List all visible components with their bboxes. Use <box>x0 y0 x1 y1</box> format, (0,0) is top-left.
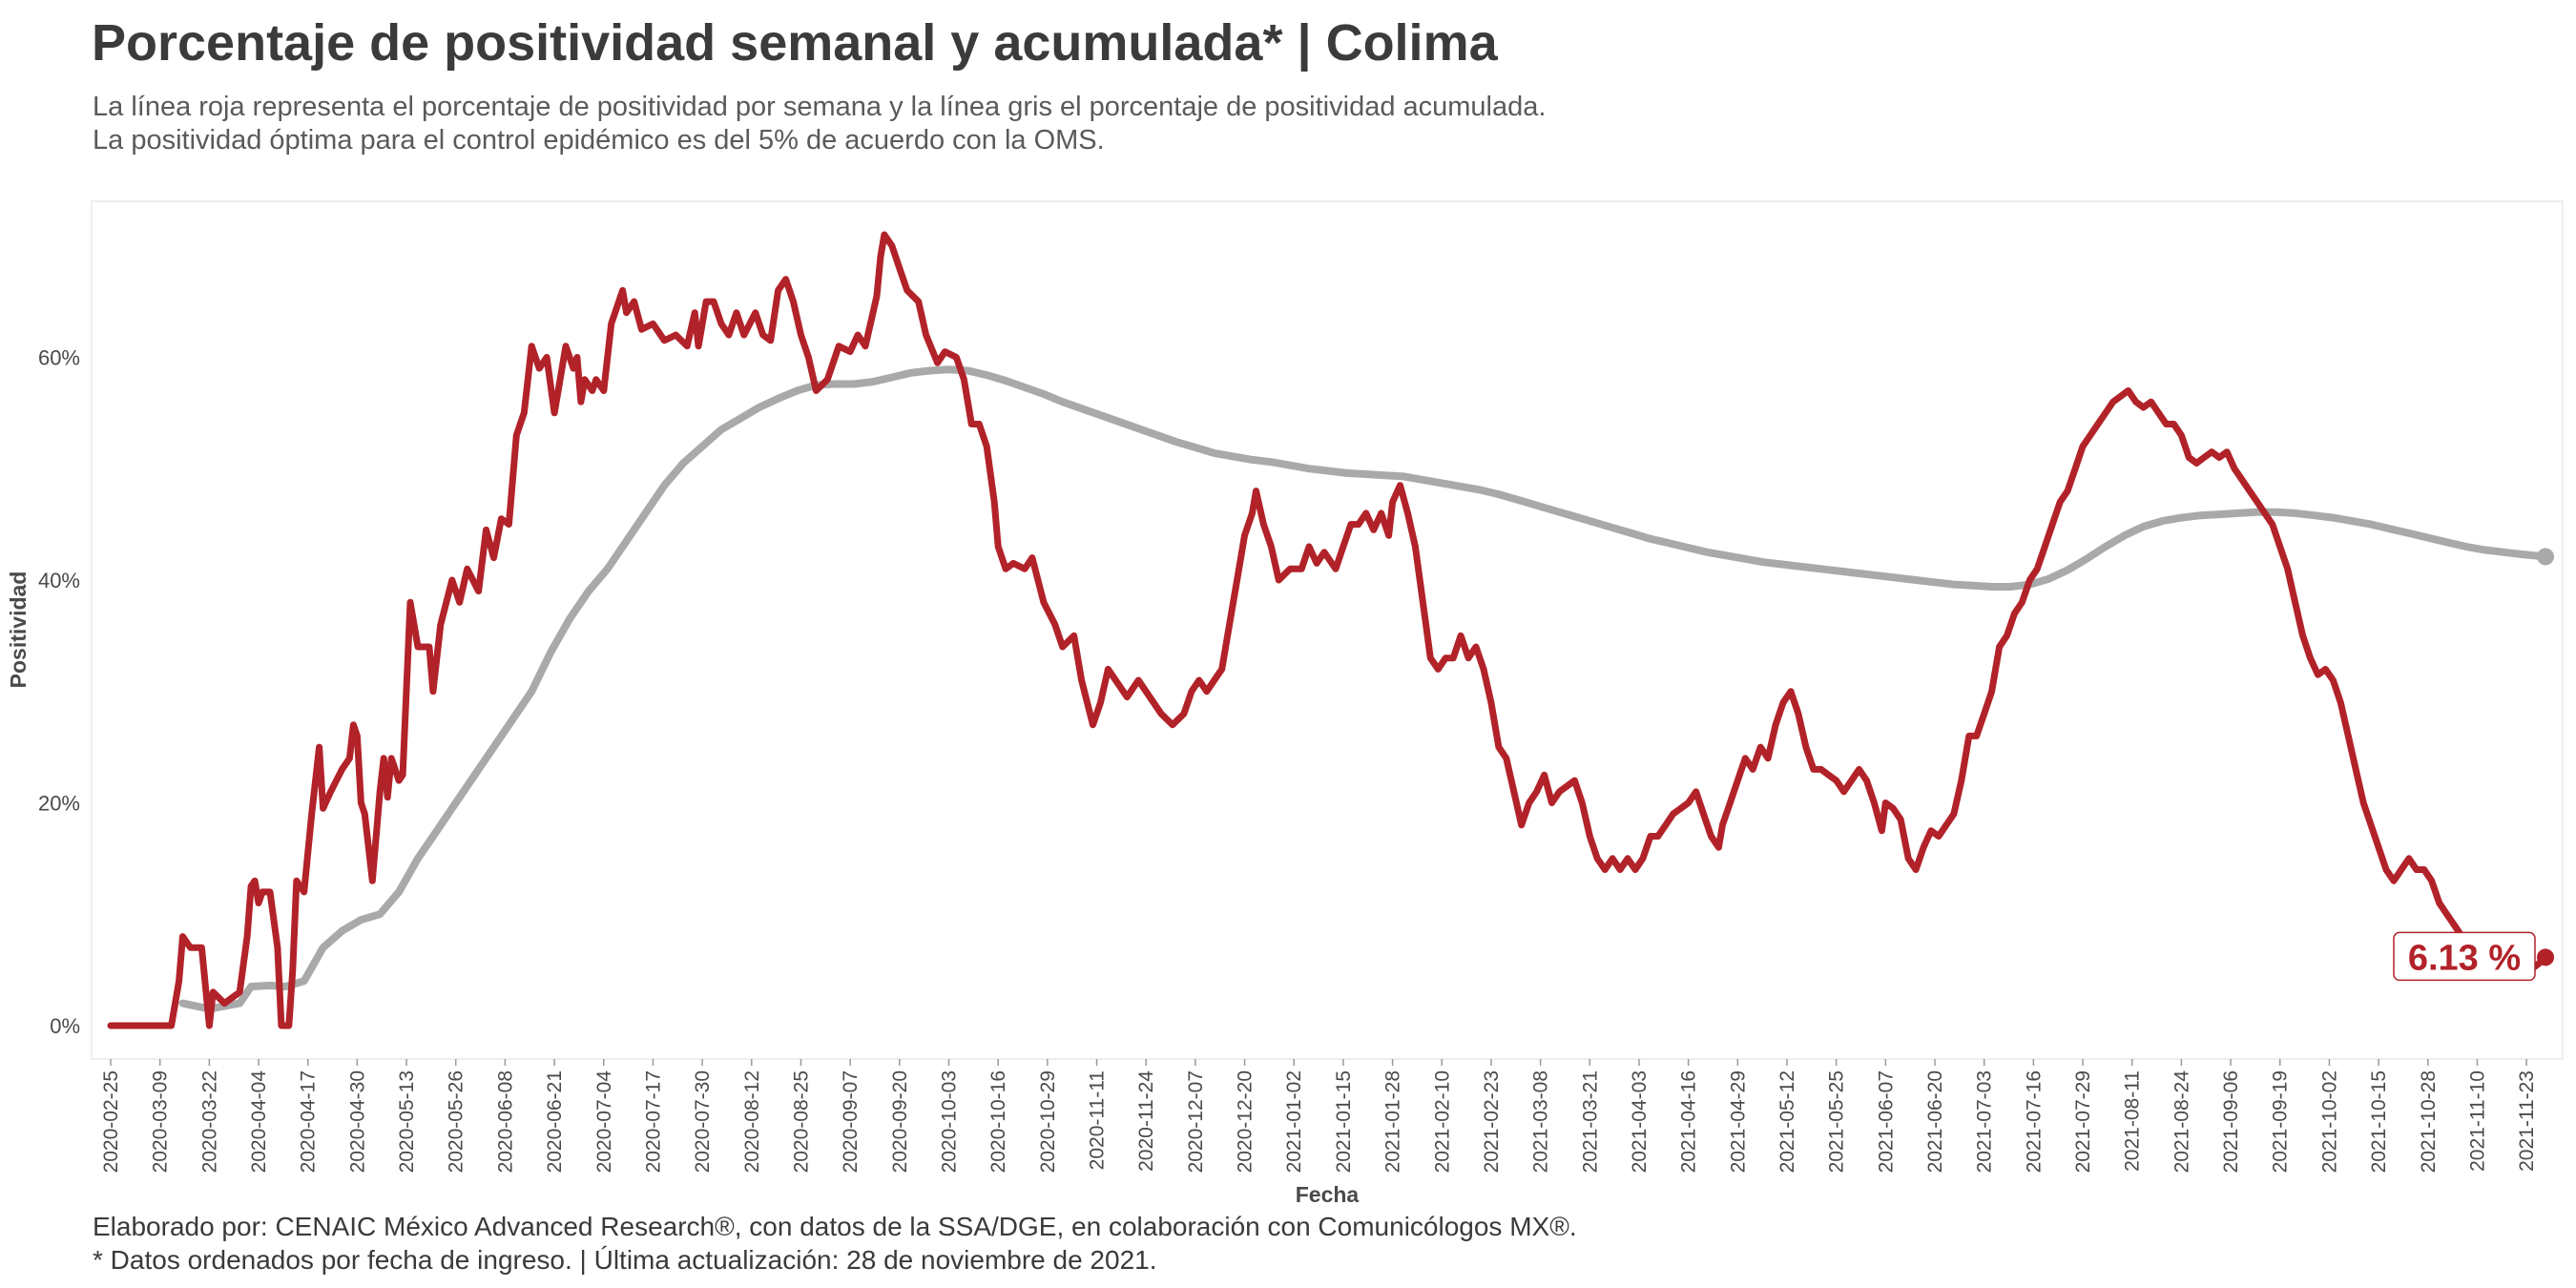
x-tick-label: 2020-10-29 <box>1037 1070 1059 1173</box>
weekly-positivity-line <box>107 231 2549 1029</box>
y-tick-label: 20% <box>38 791 80 815</box>
y-tick-label: 40% <box>38 569 80 592</box>
x-tick-label: 2020-08-25 <box>790 1070 812 1173</box>
x-tick-label: 2021-01-28 <box>1382 1070 1404 1173</box>
x-tick-label: 2021-01-15 <box>1333 1070 1355 1173</box>
cumulative-last-point <box>2537 548 2554 566</box>
x-tick-label: 2021-11-23 <box>2516 1070 2538 1172</box>
x-tick-label: 2020-06-08 <box>494 1070 516 1173</box>
x-tick-label: 2020-11-11 <box>1087 1070 1109 1170</box>
last-value-label: 6.13 % <box>2408 938 2521 978</box>
x-tick-label: 2021-04-03 <box>1629 1070 1651 1173</box>
x-tick-label: 2020-10-03 <box>938 1070 960 1173</box>
x-tick-label: 2020-12-20 <box>1235 1070 1257 1173</box>
x-tick-label: 2020-07-17 <box>642 1070 664 1173</box>
x-tick-label: 2021-03-08 <box>1530 1070 1552 1173</box>
x-tick-label: 2021-09-19 <box>2270 1070 2292 1173</box>
x-tick-label: 2021-06-20 <box>1924 1070 1946 1173</box>
y-tick-label: 60% <box>38 345 80 369</box>
x-tick-label: 2020-07-04 <box>593 1070 615 1174</box>
y-axis-ticks: 0% 20% 40% 60% <box>38 345 80 1038</box>
weekly-last-point <box>2537 948 2554 966</box>
x-tick-label: 2021-01-02 <box>1283 1070 1305 1173</box>
x-tick-label: 2020-03-22 <box>198 1070 220 1173</box>
x-tick-label: 2020-10-16 <box>987 1070 1009 1173</box>
source-caption: Elaborado por: CENAIC México Advanced Re… <box>93 1212 1577 1241</box>
x-tick-label: 2020-04-04 <box>248 1070 270 1174</box>
x-tick-label: 2021-07-29 <box>2072 1070 2094 1173</box>
update-caption: * Datos ordenados por fecha de ingreso. … <box>93 1245 1157 1275</box>
x-tick-label: 2021-03-21 <box>1579 1070 1601 1173</box>
x-tick-label: 2021-06-07 <box>1875 1070 1897 1173</box>
chart-subtitle-line-1: La línea roja representa el porcentaje d… <box>93 92 1547 122</box>
x-tick-label: 2021-10-15 <box>2368 1070 2390 1173</box>
x-tick-label: 2020-04-17 <box>298 1070 320 1173</box>
x-tick-label: 2020-06-21 <box>544 1070 566 1173</box>
x-axis-ticks: 2020-02-25 2020-03-09 2020-03-22 2020-04-04… <box>100 1059 2538 1173</box>
x-tick-label: 2021-10-02 <box>2318 1070 2340 1173</box>
x-tick-label: 2020-09-20 <box>889 1070 911 1173</box>
chart-subtitle-line-2: La positividad óptima para el control ep… <box>93 125 1105 156</box>
y-axis-title: Positividad <box>6 571 31 689</box>
x-tick-label: 2021-02-23 <box>1481 1070 1503 1173</box>
series-layer <box>107 231 2549 1029</box>
plot-panel <box>91 200 2564 1060</box>
cumulative-positivity-line <box>178 365 2549 1013</box>
x-tick-label: 2021-07-16 <box>2023 1070 2045 1173</box>
x-tick-label: 2021-09-06 <box>2220 1070 2242 1173</box>
chart-title: Porcentaje de positividad semanal y acum… <box>92 14 1498 72</box>
x-axis-title: Fecha <box>1296 1182 1360 1207</box>
y-tick-label: 0% <box>50 1014 80 1038</box>
last-value-label-box <box>2393 931 2536 982</box>
x-tick-label: 2020-12-07 <box>1185 1070 1207 1173</box>
x-tick-label: 2020-05-26 <box>446 1070 467 1173</box>
x-tick-label: 2020-03-09 <box>150 1070 172 1173</box>
x-tick-label: 2021-02-10 <box>1431 1070 1453 1173</box>
x-tick-label: 2021-11-10 <box>2466 1070 2488 1172</box>
x-tick-label: 2020-11-24 <box>1135 1070 1157 1172</box>
x-tick-label: 2020-08-12 <box>741 1070 763 1173</box>
x-tick-label: 2020-09-07 <box>840 1070 862 1173</box>
x-tick-label: 2021-04-29 <box>1727 1070 1749 1173</box>
x-tick-label: 2021-10-28 <box>2418 1070 2440 1173</box>
x-tick-label: 2021-05-12 <box>1776 1070 1798 1173</box>
x-tick-label: 2020-05-13 <box>396 1070 418 1173</box>
x-tick-label: 2020-02-25 <box>100 1070 122 1173</box>
last-value-layer: 6.13 % <box>2393 548 2554 982</box>
x-tick-label: 2020-04-30 <box>346 1070 368 1173</box>
x-tick-label: 2021-04-16 <box>1678 1070 1700 1173</box>
x-tick-label: 2021-08-11 <box>2122 1070 2144 1172</box>
x-tick-label: 2021-08-24 <box>2171 1070 2192 1174</box>
x-tick-label: 2020-07-30 <box>692 1070 714 1173</box>
x-tick-label: 2021-05-25 <box>1826 1070 1848 1173</box>
x-tick-label: 2021-07-03 <box>1974 1070 1996 1173</box>
